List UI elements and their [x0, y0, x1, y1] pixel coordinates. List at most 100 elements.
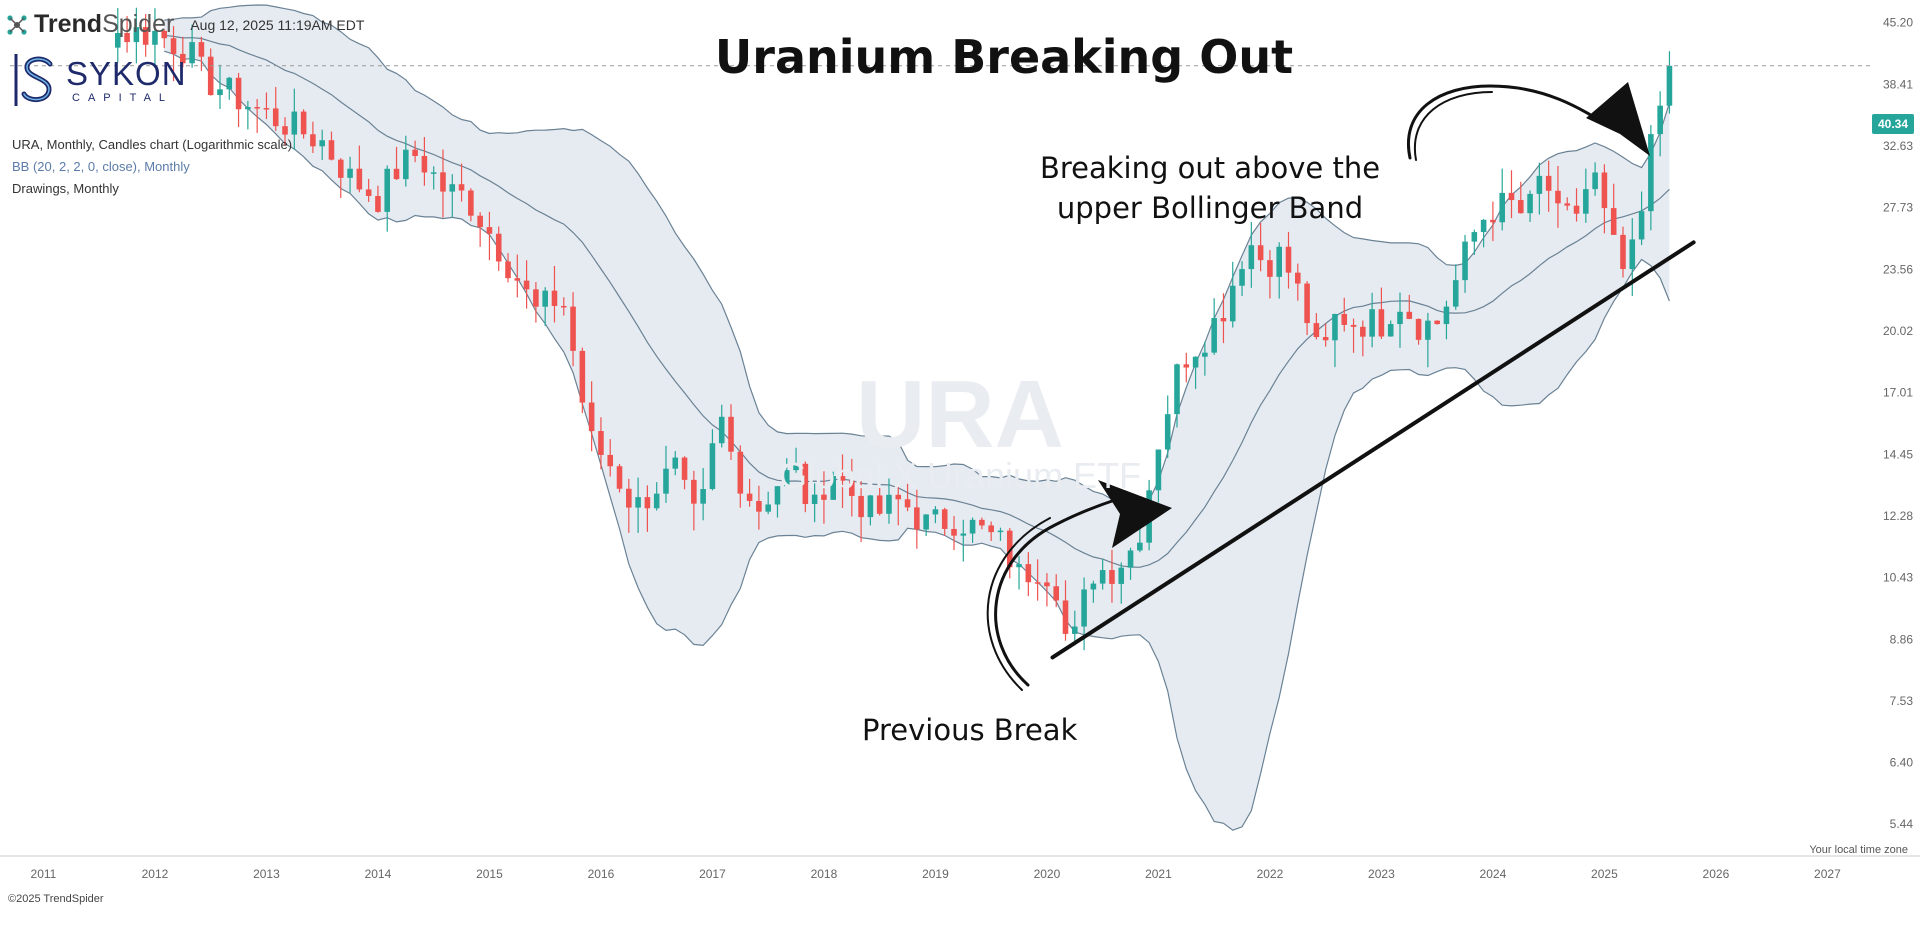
- y-tick-label: 17.01: [1883, 386, 1913, 400]
- candle-body: [691, 479, 697, 504]
- y-tick-label: 38.41: [1883, 77, 1913, 91]
- candle-body: [1081, 589, 1087, 627]
- candle-body: [839, 476, 846, 481]
- candle-body: [1517, 200, 1524, 214]
- x-tick-label: 2026: [1703, 867, 1730, 881]
- candle-body: [746, 493, 753, 501]
- bollinger-upper-line: [164, 4, 1670, 511]
- candle-body: [793, 463, 799, 471]
- y-tick-label: 45.20: [1883, 16, 1913, 30]
- trendspider-brand: TrendSpider Aug 12, 2025 11:19AM EDT: [6, 10, 364, 39]
- candle-body: [328, 140, 335, 160]
- candle-body: [1406, 311, 1413, 319]
- local-time-zone-label[interactable]: Your local time zone: [1809, 844, 1908, 856]
- candle-body: [904, 499, 911, 508]
- candle-body: [1257, 245, 1264, 261]
- candle-body: [440, 172, 446, 192]
- watermark-symbol: URA: [856, 361, 1064, 468]
- candle-body: [1099, 570, 1106, 584]
- candle-body: [245, 107, 251, 110]
- breakout-arrowhead: [1586, 82, 1650, 156]
- chart-info-indicator[interactable]: BB (20, 2, 2, 0, close), Monthly: [12, 159, 190, 174]
- candle-body: [1657, 105, 1663, 135]
- candle-body: [886, 494, 892, 514]
- candle-body: [198, 42, 205, 57]
- copyright: ©2025 TrendSpider: [8, 893, 104, 905]
- candle-body: [709, 443, 716, 490]
- candle-body: [458, 184, 465, 191]
- candle-body: [774, 486, 781, 505]
- candle-body: [821, 494, 827, 500]
- candle-body: [505, 261, 511, 279]
- candle-body: [1332, 313, 1338, 341]
- candle-body: [533, 289, 539, 307]
- candle-body: [644, 497, 651, 509]
- candle-body: [1480, 219, 1487, 233]
- sykon-name: SYKON: [66, 54, 187, 92]
- candle-body: [217, 89, 223, 96]
- candle-body: [728, 416, 734, 452]
- candle-body: [932, 509, 939, 515]
- chart-info-symbol[interactable]: URA, Monthly, Candles chart (Logarithmic…: [12, 137, 293, 152]
- candle-body: [1471, 232, 1478, 242]
- candle-body: [495, 233, 502, 262]
- watermark-name: Global X Uranium ETF: [778, 455, 1142, 496]
- x-tick-label: 2021: [1145, 867, 1172, 881]
- candle-body: [979, 519, 985, 526]
- x-tick-label: 2011: [31, 867, 57, 881]
- candle-body: [1322, 337, 1329, 341]
- x-tick-label: 2015: [476, 867, 503, 881]
- candle-body: [737, 451, 744, 494]
- candle-body: [849, 480, 855, 496]
- x-tick-label: 2016: [588, 867, 615, 881]
- x-tick-label: 2023: [1368, 867, 1395, 881]
- candle-body: [1044, 582, 1050, 587]
- candle-body: [449, 184, 456, 192]
- candle-body: [951, 528, 957, 536]
- candle-body: [1053, 586, 1060, 601]
- candle-body: [941, 509, 948, 529]
- candle-body: [514, 278, 521, 281]
- candle-body: [1137, 542, 1143, 551]
- candle-body: [1313, 323, 1320, 338]
- candle-body: [254, 107, 260, 109]
- y-tick-label: 7.53: [1890, 694, 1914, 708]
- x-tick-label: 2020: [1034, 867, 1061, 881]
- candle-body: [430, 172, 437, 174]
- sykon-logo: SYKON CAPITAL: [12, 52, 187, 108]
- candle-body: [783, 470, 790, 487]
- chart-info-drawings[interactable]: Drawings, Monthly: [12, 181, 119, 196]
- x-tick-label: 2012: [142, 867, 169, 881]
- candle-body: [560, 305, 567, 308]
- candle-body: [997, 530, 1004, 533]
- candle-body: [1183, 364, 1190, 368]
- candle-body: [1583, 189, 1589, 214]
- candle-body: [1211, 318, 1217, 353]
- x-tick-label: 2027: [1814, 867, 1841, 881]
- candle-body: [310, 134, 316, 147]
- candle-body: [607, 454, 614, 467]
- candle-body: [114, 32, 121, 48]
- candle-body: [551, 290, 558, 306]
- candle-body: [988, 525, 994, 533]
- candle-body: [1304, 283, 1310, 324]
- candle-body: [1378, 309, 1385, 337]
- sykon-sub: CAPITAL: [72, 91, 174, 104]
- candle-body: [1220, 318, 1227, 322]
- candle-body: [1090, 583, 1097, 590]
- candle-body: [1564, 203, 1571, 206]
- candle-body: [1360, 326, 1366, 337]
- brand-name: TrendSpider: [34, 10, 175, 38]
- candle-body: [1164, 414, 1171, 450]
- candle-body: [1062, 600, 1069, 634]
- candle-body: [207, 56, 214, 96]
- candle-body: [477, 215, 483, 228]
- candle-body: [867, 495, 874, 518]
- candle-body: [412, 149, 418, 156]
- candle-body: [142, 27, 149, 45]
- candle-body: [282, 126, 288, 135]
- candle-body: [1638, 211, 1645, 240]
- candle-body: [681, 457, 688, 480]
- y-tick-label: 23.56: [1883, 262, 1913, 276]
